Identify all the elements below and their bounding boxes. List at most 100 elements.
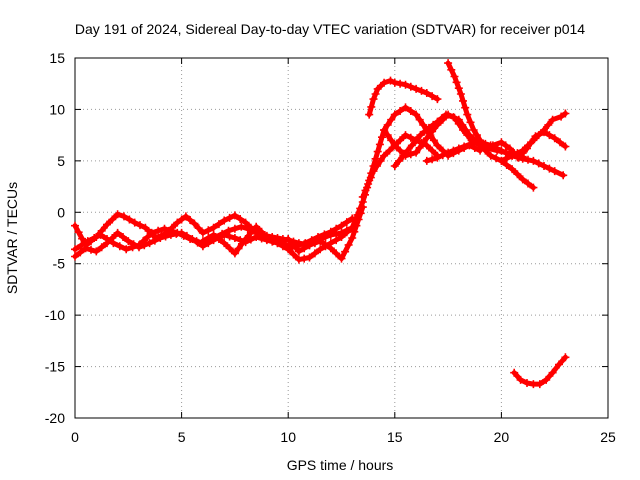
data-point-marker [337,233,346,241]
data-series [71,59,570,389]
data-point-marker [220,239,229,248]
data-point-marker [513,149,522,158]
data-point-marker [147,228,156,237]
data-point-marker [459,126,467,134]
data-point-marker [433,95,442,104]
data-point-marker [294,255,303,264]
y-tick-label: 0 [57,204,65,220]
data-point-marker [459,96,467,105]
data-point-marker [289,241,298,250]
data-point-marker [454,119,463,128]
data-point-marker [218,229,227,238]
data-point-marker [179,231,188,240]
data-point-marker [387,136,396,145]
data-point-marker [407,141,416,150]
data-point-marker [190,219,199,228]
data-point-marker [406,133,415,142]
data-point-marker [225,232,234,241]
data-point-marker [154,226,163,235]
series-track-11 [497,109,570,165]
data-point-marker [342,218,351,227]
data-point-marker [454,144,463,153]
data-point-marker [428,155,437,164]
data-point-marker [429,120,438,129]
y-tick-label: -5 [53,256,66,272]
data-point-marker [124,237,133,246]
data-point-marker [300,254,309,263]
data-point-marker [390,78,399,87]
data-point-marker [160,224,169,233]
data-point-marker [262,233,271,241]
data-point-marker [508,151,517,160]
data-point-marker [497,146,506,155]
data-point-marker [204,234,213,242]
data-point-marker [548,115,557,124]
plot-frame [74,57,609,419]
data-point-marker [71,245,79,254]
data-point-marker [395,156,404,165]
data-point-marker [268,236,277,245]
data-point-marker [241,218,250,227]
data-point-marker [173,228,182,237]
data-point-marker [516,375,525,384]
data-point-marker [518,146,527,155]
data-point-marker [437,114,446,123]
data-point-marker [502,161,511,169]
data-point-marker [241,235,250,243]
data-point-marker [230,234,239,242]
x-axis-label: GPS time / hours [287,457,394,473]
data-point-marker [415,115,424,124]
data-point-marker [332,249,341,258]
data-point-marker [550,167,559,176]
data-point-marker [122,245,131,254]
data-point-marker [310,239,319,248]
series-track-4 [198,203,367,263]
data-point-marker [510,368,519,377]
data-point-marker [224,226,233,235]
data-point-marker [90,234,99,242]
data-point-marker [390,110,399,119]
data-point-marker [529,136,538,145]
data-point-marker [444,59,453,68]
data-point-marker [225,244,234,253]
data-point-marker [534,159,543,168]
data-point-marker [96,230,105,239]
data-point-marker [166,226,175,235]
data-point-marker [542,375,551,384]
data-point-marker [371,154,380,163]
data-point-marker [214,235,223,243]
data-point-marker [108,215,117,224]
data-point-marker [214,220,223,229]
y-tick-label: -10 [45,307,65,323]
data-point-marker [209,230,218,239]
data-point-marker [465,140,474,149]
data-point-marker [230,249,239,258]
data-point-marker [433,153,442,162]
y-tick-label: -15 [45,359,65,375]
x-tick-label: 25 [600,429,616,445]
series-track-9 [422,138,568,180]
y-axis-label: SDTVAR / TECUs [4,182,20,294]
data-point-marker [356,209,365,218]
data-point-marker [412,148,421,157]
data-point-marker [71,252,79,261]
data-point-marker [366,173,375,182]
data-point-marker [472,131,481,140]
data-point-marker [92,247,101,256]
data-point-marker [74,228,83,237]
data-point-marker [422,156,431,165]
data-point-marker [156,234,165,242]
data-point-marker [128,243,137,252]
data-point-marker [540,162,548,170]
data-point-marker [463,131,472,140]
data-point-marker [378,133,386,142]
data-point-marker [502,154,511,163]
data-point-marker [289,250,298,259]
data-point-marker [482,143,491,152]
data-point-marker [294,247,303,256]
data-point-marker [348,234,357,242]
data-point-marker [125,215,134,224]
data-point-marker [373,147,382,156]
data-point-marker [380,78,389,87]
x-tick-label: 15 [387,429,403,445]
